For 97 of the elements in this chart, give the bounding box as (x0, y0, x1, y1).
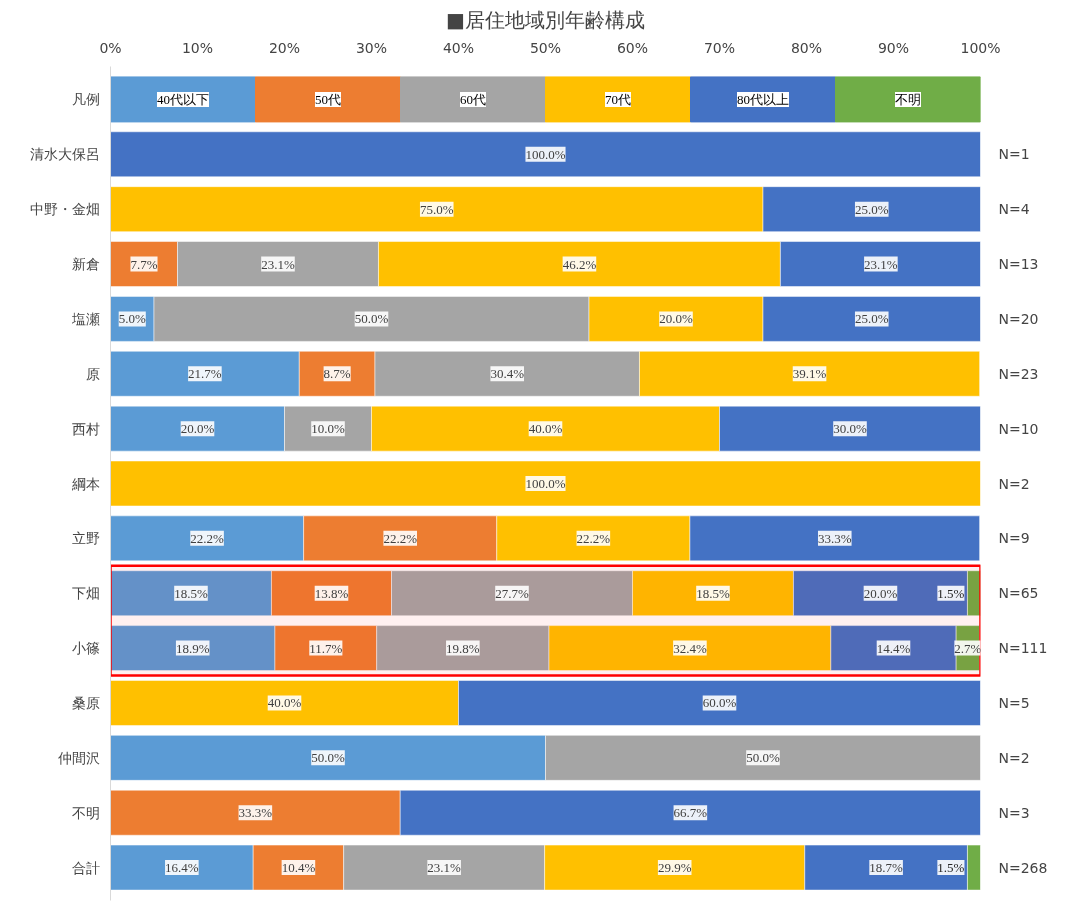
data-label: 33.3% (238, 805, 273, 821)
data-label: 7.7% (130, 256, 158, 272)
x-tick-label: 60% (616, 39, 649, 56)
data-label: 40.0% (528, 421, 563, 437)
data-label: 2.7% (954, 640, 982, 656)
data-label: 27.7% (495, 585, 529, 601)
data-label: 5.0% (118, 311, 146, 327)
text: N=268 (998, 859, 1048, 876)
data-label: 20.0% (180, 421, 215, 437)
text: 70代 (605, 91, 631, 107)
x-tick-label: 70% (703, 39, 736, 56)
text: N=2 (998, 749, 1030, 766)
data-label: 22.2% (383, 530, 418, 546)
text: 不明 (895, 91, 921, 107)
data-label: 50.0% (746, 750, 780, 766)
y-tick-label: 清水大保呂 (29, 146, 100, 163)
data-label: 25.0% (854, 201, 889, 217)
y-tick-label: 桑原 (71, 694, 100, 711)
x-tick-label: 30% (355, 39, 388, 56)
x-tick-label: 40% (442, 39, 475, 56)
y-tick-label: 綱本 (70, 475, 100, 492)
text: N=5 (998, 694, 1030, 711)
y-tick-label: 不明 (71, 804, 100, 821)
text: N=9 (998, 530, 1030, 547)
data-label: 21.7% (188, 366, 222, 382)
data-label: 11.7% (309, 640, 343, 656)
data-label: 1.5% (937, 585, 965, 601)
y-tick-label: 西村 (71, 420, 100, 437)
data-label: 40.0% (267, 695, 302, 711)
chart-title: ■居住地域別年齢構成 (446, 7, 645, 32)
y-tick-label: 仲間沢 (57, 749, 100, 766)
data-label: 18.7% (869, 860, 904, 876)
data-label: 16.4% (165, 860, 199, 876)
x-tick-label: 50% (529, 39, 562, 56)
text: 40代以下 (157, 91, 209, 107)
data-label: 46.2% (562, 256, 597, 272)
data-label: 22.2% (190, 530, 225, 546)
data-label: 75.0% (419, 201, 454, 217)
x-tick-label: 20% (268, 39, 301, 56)
y-tick-label: 下畑 (71, 585, 100, 602)
text: 60代 (460, 91, 486, 107)
y-tick-label: 小篠 (71, 640, 100, 657)
data-label: 20.0% (659, 311, 693, 327)
data-label: 8.7% (323, 366, 351, 382)
data-label: 32.4% (673, 640, 707, 656)
data-label: 19.8% (446, 640, 480, 656)
data-label: 33.3% (817, 530, 852, 546)
text: 50代 (315, 91, 341, 107)
y-tick-label: 中野・金畑 (29, 201, 100, 218)
data-label: 14.4% (876, 640, 911, 656)
data-label: 60.0% (702, 695, 737, 711)
data-label: 10.0% (311, 421, 345, 437)
y-tick-label: 合計 (71, 859, 100, 876)
bar (110, 460, 981, 507)
data-label: 29.9% (657, 860, 692, 876)
x-tick-label: 0% (99, 39, 122, 56)
data-label: 50.0% (354, 311, 389, 327)
data-label: 20.0% (863, 585, 898, 601)
x-tick-label: 100% (960, 39, 1001, 56)
x-tick-label: 10% (181, 39, 214, 56)
data-label: 18.5% (174, 585, 208, 601)
data-label: 100.0% (525, 146, 566, 162)
text: N=111 (998, 640, 1048, 657)
text: N=1 (998, 146, 1030, 163)
series-label: 80代以上 (737, 91, 789, 107)
y-tick-label: 塩瀬 (70, 310, 100, 327)
data-label: 13.8% (314, 585, 349, 601)
text: N=2 (998, 475, 1030, 492)
data-label: 30.0% (833, 421, 867, 437)
data-label: 23.1% (427, 860, 462, 876)
data-label: 23.1% (261, 256, 295, 272)
data-label: 50.0% (311, 750, 345, 766)
data-label: 18.9% (175, 640, 210, 656)
data-label: 1.5% (937, 860, 965, 876)
bar (110, 131, 981, 178)
data-label: 10.4% (281, 860, 316, 876)
data-label: 66.7% (673, 805, 708, 821)
text: N=65 (998, 585, 1039, 602)
x-tick-label: 90% (877, 39, 910, 56)
text: N=20 (998, 310, 1039, 327)
text: N=3 (998, 804, 1030, 821)
data-label: 100.0% (525, 476, 566, 491)
x-tick-label: 80% (790, 39, 823, 56)
text: N=10 (998, 420, 1039, 437)
text: N=4 (998, 201, 1030, 218)
y-tick-label: 立野 (71, 530, 100, 547)
data-label: 22.2% (576, 530, 611, 546)
data-label: 23.1% (864, 256, 898, 272)
data-label: 18.5% (696, 585, 730, 601)
data-label: 39.1% (792, 366, 827, 382)
text: N=13 (998, 256, 1039, 273)
y-tick-label: 新倉 (71, 256, 100, 273)
text: N=23 (998, 365, 1039, 382)
y-tick-label: 原 (85, 365, 100, 382)
data-label: 30.4% (490, 366, 525, 382)
legend-title: 凡例 (71, 91, 100, 108)
data-label: 25.0% (854, 311, 889, 327)
